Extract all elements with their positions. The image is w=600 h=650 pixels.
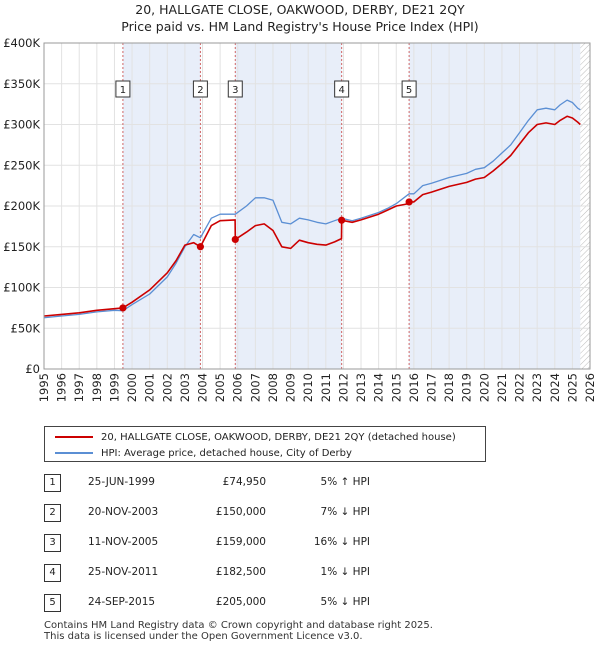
x-tick-label: 2022 xyxy=(513,373,527,402)
marker-box xyxy=(115,80,131,98)
footer-attribution: Contains HM Land Registry data © Crown c… xyxy=(44,620,433,642)
marker-box xyxy=(192,80,208,98)
legend-swatch-property xyxy=(55,436,93,438)
legend-item-hpi: HPI: Average price, detached house, City… xyxy=(55,446,352,460)
chart-title: 20, HALLGATE CLOSE, OAKWOOD, DERBY, DE21… xyxy=(0,1,600,35)
y-tick-label: £100K xyxy=(3,281,40,295)
tx-number-badge: 5 xyxy=(44,594,61,612)
tx-hpi-diff: 1% ↓ HPI xyxy=(320,566,370,578)
price-chart: 1 2 3 4 5 £0 £50K £100K £150K £200K £250K £300K £35… xyxy=(3,36,597,402)
legend-label-property: 20, HALLGATE CLOSE, OAKWOOD, DERBY, DE21… xyxy=(101,431,456,443)
x-tick-label: 2019 xyxy=(460,373,474,402)
x-tick-label: 2018 xyxy=(442,373,456,402)
x-tick-label: 2016 xyxy=(407,373,421,402)
x-tick-label: 2001 xyxy=(143,373,157,402)
tx-number-badge: 2 xyxy=(44,504,61,522)
tx-date: 24-SEP-2015 xyxy=(88,596,156,608)
marker-box xyxy=(334,80,350,98)
tx-price: £182,500 xyxy=(215,566,266,578)
x-tick-label: 1997 xyxy=(72,373,86,402)
y-tick-label: £400K xyxy=(3,36,40,50)
x-tick-label: 2023 xyxy=(530,373,544,402)
x-tick-label: 2004 xyxy=(196,373,210,402)
x-tick-label: 2009 xyxy=(284,373,298,402)
footer-line-1: Contains HM Land Registry data © Crown c… xyxy=(44,620,433,631)
x-tick-label: 2026 xyxy=(583,373,597,402)
x-tick-label: 2024 xyxy=(548,373,562,402)
tx-number-badge: 3 xyxy=(44,534,61,552)
y-tick-label: £250K xyxy=(3,158,40,172)
y-tick-label: £300K xyxy=(3,118,40,132)
marker-box xyxy=(227,80,243,98)
marker-label: 1 xyxy=(120,85,126,96)
x-tick-label: 2013 xyxy=(354,373,368,402)
x-tick-label: 2014 xyxy=(372,373,386,402)
x-tick-label: 2007 xyxy=(248,373,262,402)
x-tick-label: 2002 xyxy=(160,373,174,402)
x-tick-label: 2021 xyxy=(495,373,509,402)
tx-date: 25-NOV-2011 xyxy=(88,566,159,578)
tx-number-badge: 1 xyxy=(44,474,61,492)
tx-date: 11-NOV-2005 xyxy=(88,536,159,548)
x-tick-label: 2025 xyxy=(565,373,579,402)
tx-hpi-diff: 16% ↓ HPI xyxy=(313,536,370,548)
tx-price: £74,950 xyxy=(222,476,266,488)
marker-box xyxy=(401,80,417,98)
y-tick-label: £0 xyxy=(25,362,40,376)
x-tick-label: 1996 xyxy=(55,373,69,402)
table-row: 1 25-JUN-1999 £74,950 5% ↑ HPI xyxy=(0,474,600,492)
marker-label: 3 xyxy=(232,85,238,96)
y-tick-label: £50K xyxy=(11,321,41,335)
table-row: 4 25-NOV-2011 £182,500 1% ↓ HPI xyxy=(0,564,600,582)
x-tick-label: 2011 xyxy=(319,373,333,402)
tx-date: 25-JUN-1999 xyxy=(88,476,155,488)
hpi-line xyxy=(44,99,581,319)
sale-point xyxy=(119,304,127,312)
footer-line-2: This data is licensed under the Open Gov… xyxy=(44,631,363,642)
x-tick-label: 1998 xyxy=(90,373,104,402)
legend-label-hpi: HPI: Average price, detached house, City… xyxy=(101,447,352,459)
tx-date: 20-NOV-2003 xyxy=(88,506,159,518)
x-tick-label: 2012 xyxy=(336,373,350,402)
tx-price: £205,000 xyxy=(215,596,266,608)
table-row: 2 20-NOV-2003 £150,000 7% ↓ HPI xyxy=(0,504,600,522)
legend-item-property: 20, HALLGATE CLOSE, OAKWOOD, DERBY, DE21… xyxy=(55,430,456,444)
title-line-2: Price paid vs. HM Land Registry's House … xyxy=(121,19,479,34)
tx-price: £150,000 xyxy=(215,506,266,518)
tx-price: £159,000 xyxy=(215,536,266,548)
tx-number-badge: 4 xyxy=(44,564,61,582)
x-tick-label: 2008 xyxy=(266,373,280,402)
x-tick-label: 2006 xyxy=(231,373,245,402)
property-line xyxy=(44,115,581,317)
sale-point xyxy=(405,198,413,206)
x-tick-label: 1995 xyxy=(37,373,51,402)
legend: 20, HALLGATE CLOSE, OAKWOOD, DERBY, DE21… xyxy=(44,426,486,462)
table-row: 3 11-NOV-2005 £159,000 16% ↓ HPI xyxy=(0,534,600,552)
x-tick-label: 2020 xyxy=(477,373,491,402)
x-tick-label: 2003 xyxy=(178,373,192,402)
sale-point xyxy=(231,235,239,244)
tx-hpi-diff: 5% ↓ HPI xyxy=(320,596,370,608)
y-tick-label: £200K xyxy=(3,199,40,213)
legend-swatch-hpi xyxy=(55,452,93,454)
tx-hpi-diff: 7% ↓ HPI xyxy=(320,506,370,518)
marker-label: 5 xyxy=(406,85,412,96)
tx-hpi-diff: 5% ↑ HPI xyxy=(320,476,370,488)
plot-frame xyxy=(43,42,591,370)
x-tick-label: 2010 xyxy=(301,373,315,402)
x-tick-label: 1999 xyxy=(107,373,121,402)
y-tick-label: £150K xyxy=(3,240,40,254)
marker-label: 2 xyxy=(197,85,203,96)
sale-point xyxy=(338,216,346,224)
x-tick-label: 2017 xyxy=(424,373,438,402)
sale-point xyxy=(196,243,205,251)
title-line-1: 20, HALLGATE CLOSE, OAKWOOD, DERBY, DE21… xyxy=(135,2,465,17)
x-tick-label: 2000 xyxy=(125,373,139,402)
table-row: 5 24-SEP-2015 £205,000 5% ↓ HPI xyxy=(0,594,600,612)
marker-label: 4 xyxy=(338,85,344,96)
x-tick-label: 2015 xyxy=(389,373,403,402)
y-tick-label: £350K xyxy=(3,77,40,91)
x-tick-label: 2005 xyxy=(213,373,227,402)
